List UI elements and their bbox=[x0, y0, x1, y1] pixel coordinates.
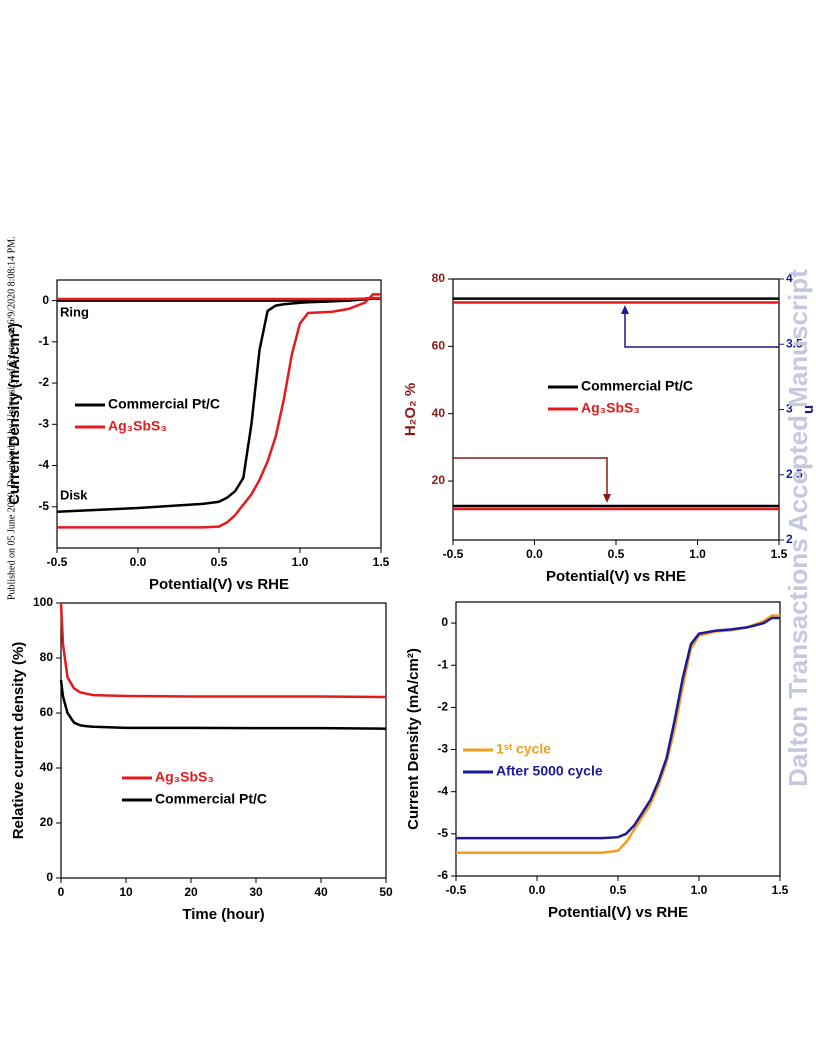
y-axis-label: Current Density (mA/cm²) bbox=[6, 323, 23, 505]
series-line bbox=[57, 293, 381, 529]
x-axis-label: Time (hour) bbox=[182, 906, 264, 923]
x-tick-label: 1.0 bbox=[691, 883, 708, 897]
y2-tick-label: 2.5 bbox=[786, 467, 803, 481]
x-tick-label: 0.5 bbox=[608, 547, 625, 561]
y-tick-label: -3 bbox=[38, 416, 49, 430]
x-tick-label: 1.5 bbox=[373, 555, 390, 569]
x-tick-label: 1.0 bbox=[292, 555, 309, 569]
annotation: Disk bbox=[60, 487, 88, 502]
x-tick-label: 0.0 bbox=[529, 883, 546, 897]
y-tick-label: -2 bbox=[38, 375, 49, 389]
y-tick-label: 40 bbox=[40, 760, 54, 774]
series-line bbox=[59, 679, 387, 730]
y-tick-label: 0 bbox=[441, 615, 448, 629]
y-tick-label: 80 bbox=[40, 650, 54, 664]
legend-label: Ag₃SbS₃ bbox=[108, 418, 167, 434]
legend-label: Commercial Pt/C bbox=[155, 791, 267, 807]
x-tick-label: 20 bbox=[184, 885, 198, 899]
legend-label: After 5000 cycle bbox=[496, 763, 603, 779]
x-tick-label: 1.5 bbox=[771, 547, 788, 561]
x-tick-label: 0.0 bbox=[526, 547, 543, 561]
series-line bbox=[59, 602, 387, 699]
arrows bbox=[453, 305, 779, 503]
y-axis-label: Current Density (mA/cm²) bbox=[405, 648, 422, 830]
y-axis-label: Relative current density (%) bbox=[10, 642, 27, 840]
y-tick-label: -5 bbox=[437, 826, 448, 840]
legend-label: Commercial Pt/C bbox=[108, 396, 220, 412]
x-tick-label: 40 bbox=[314, 885, 328, 899]
y2-tick-label: 3 bbox=[786, 402, 793, 416]
x-axis-label: Potential(V) vs RHE bbox=[149, 576, 289, 593]
y-tick-label: 60 bbox=[40, 705, 54, 719]
legend-label: Commercial Pt/C bbox=[581, 378, 693, 394]
y-tick-label: 20 bbox=[432, 473, 446, 487]
y-tick-label: 100 bbox=[33, 595, 53, 609]
series-line bbox=[456, 614, 780, 855]
arrow-head bbox=[603, 494, 611, 503]
x-tick-label: 50 bbox=[379, 885, 393, 899]
x-axis-label: Potential(V) vs RHE bbox=[548, 904, 688, 921]
y-tick-label: -5 bbox=[38, 499, 49, 513]
y-tick-label: -2 bbox=[437, 700, 448, 714]
plot-frame bbox=[60, 602, 387, 879]
plot-frame bbox=[455, 601, 781, 877]
y-tick-label: -4 bbox=[437, 784, 448, 798]
y-tick-label: 0 bbox=[42, 293, 49, 307]
y-tick-label: 80 bbox=[432, 271, 446, 285]
legend-label: 1ˢᵗ cycle bbox=[496, 741, 551, 757]
y2-tick-label: 2 bbox=[786, 532, 793, 546]
y-tick-label: -3 bbox=[437, 742, 448, 756]
annotation: Ring bbox=[60, 304, 89, 319]
y-tick-label: 20 bbox=[40, 815, 54, 829]
arrow-h2o2 bbox=[453, 457, 608, 500]
side-note: Published on 05 June 2020. Downloaded by… bbox=[6, 236, 17, 600]
x-tick-label: -0.5 bbox=[446, 883, 467, 897]
watermark: Dalton Transactions Accepted Manuscript bbox=[783, 269, 813, 787]
x-tick-label: 0.5 bbox=[610, 883, 627, 897]
legend-label: Ag₃SbS₃ bbox=[155, 769, 214, 785]
x-tick-label: 10 bbox=[119, 885, 133, 899]
series-line bbox=[456, 616, 780, 840]
y-tick-label: -1 bbox=[437, 657, 448, 671]
y-tick-label: -4 bbox=[38, 458, 49, 472]
x-tick-label: -0.5 bbox=[443, 547, 464, 561]
x-tick-label: 30 bbox=[249, 885, 263, 899]
x-tick-label: 1.0 bbox=[689, 547, 706, 561]
arrow-n bbox=[624, 307, 779, 348]
x-axis-label: Potential(V) vs RHE bbox=[546, 568, 686, 585]
legend-label: Ag₃SbS₃ bbox=[581, 400, 640, 416]
y-tick-label: 0 bbox=[46, 870, 53, 884]
y-tick-label: 60 bbox=[432, 339, 446, 353]
plot-frame bbox=[56, 279, 382, 549]
x-tick-label: 0.0 bbox=[130, 555, 147, 569]
y-tick-label: -6 bbox=[437, 868, 448, 882]
ring-line bbox=[57, 297, 381, 302]
y-axis-label: H₂O₂ % bbox=[402, 383, 419, 436]
y2-tick-label: 4 bbox=[786, 271, 793, 285]
arrow-head bbox=[621, 305, 629, 314]
y2-tick-label: 3.5 bbox=[786, 336, 803, 350]
y-tick-label: 40 bbox=[432, 406, 446, 420]
x-tick-label: 1.5 bbox=[772, 883, 789, 897]
x-tick-label: 0 bbox=[58, 885, 65, 899]
x-tick-label: 0.5 bbox=[211, 555, 228, 569]
x-tick-label: -0.5 bbox=[47, 555, 68, 569]
y2-axis-label: n bbox=[801, 405, 816, 414]
ring-line bbox=[57, 296, 381, 301]
y-tick-label: -1 bbox=[38, 334, 49, 348]
